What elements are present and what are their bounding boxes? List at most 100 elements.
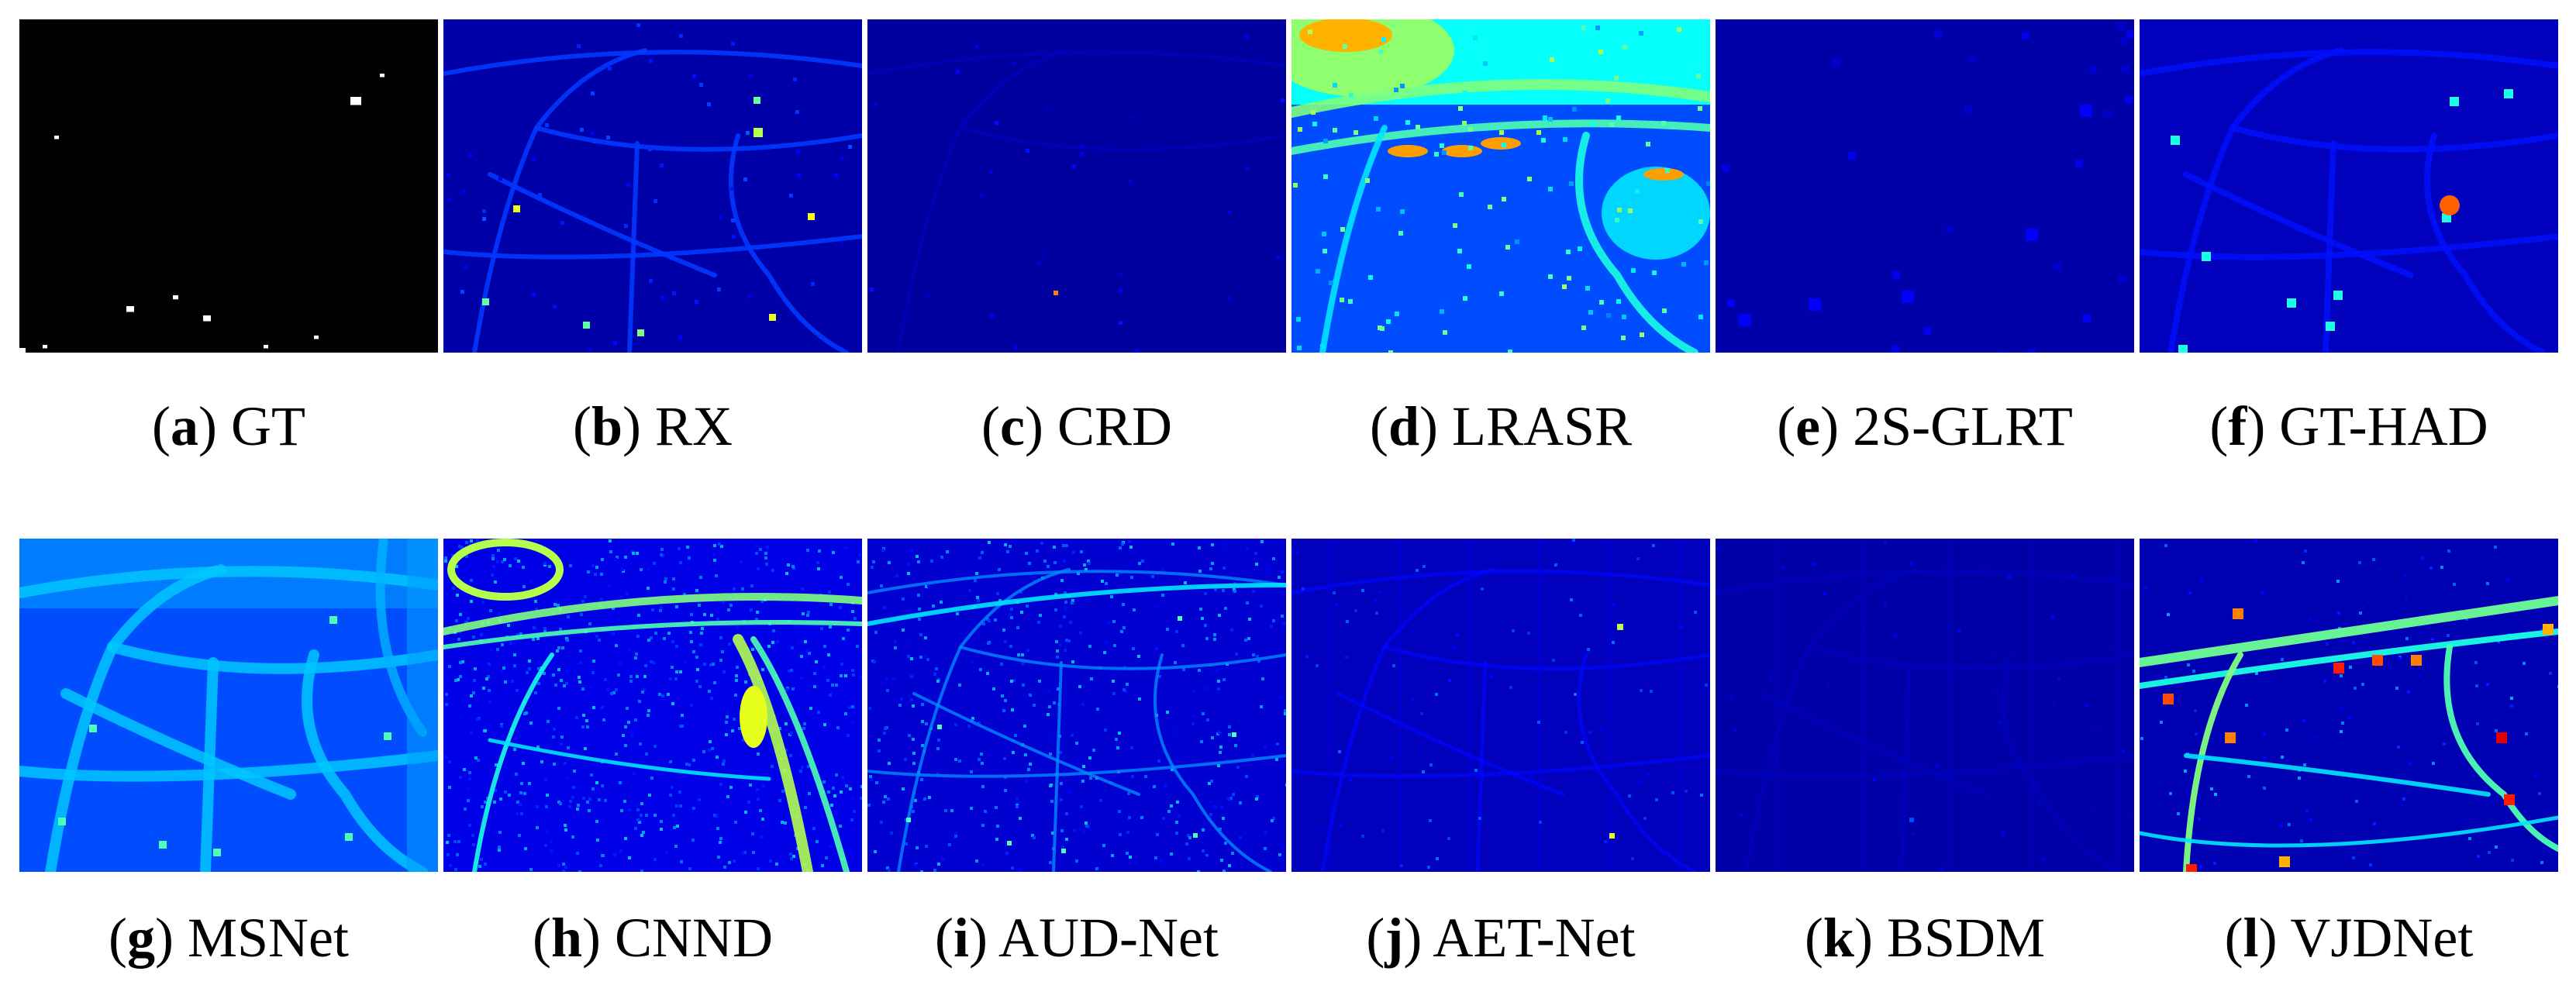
panel-k-bsdm-map [1716,539,2134,872]
map-anomaly-spot [488,689,491,692]
map-anomaly-spot [672,291,676,295]
map-anomaly-spot [688,763,691,766]
map-anomaly-spot [678,336,682,339]
map-anomaly-spot [2071,575,2074,578]
map-anomaly-spot [567,746,570,749]
map-anomaly-spot [1130,746,1133,749]
map-anomaly-spot [918,618,921,621]
map-anomaly-spot [660,296,664,300]
map-anomaly-spot [571,835,574,839]
map-anomaly-spot [1005,852,1009,855]
map-road [488,738,771,781]
map-anomaly-spot [1053,546,1056,549]
map-anomaly-spot [1073,763,1076,766]
map-road [1336,691,1565,797]
map-anomaly-spot [904,758,907,761]
map-anomaly-spot [626,183,630,187]
map-anomaly-spot [884,727,887,730]
map-anomaly-spot [2288,823,2291,826]
map-anomaly-spot [1254,552,1257,555]
map-anomaly-spot [459,776,462,779]
map-anomaly-spot [761,668,764,671]
map-anomaly-spot [2305,809,2309,812]
map-anomaly-spot [528,782,531,785]
map-anomaly-spot [1071,660,1074,663]
map-anomaly-spot [1623,45,1627,50]
map-anomaly-spot [1570,598,1573,601]
map-background [1291,539,1710,872]
map-anomaly-spot [1278,697,1281,700]
gt-target-pixel [350,97,361,105]
map-anomaly-spot [649,279,653,283]
map-anomaly-spot [1037,621,1040,624]
map-anomaly-spot [2192,670,2195,673]
map-road [1575,132,1698,353]
map-anomaly-spot [1031,834,1034,837]
map-anomaly-spot [1572,539,1575,542]
map-anomaly-spot [1122,688,1126,691]
map-anomaly-spot [468,771,471,774]
map-anomaly-spot [986,672,989,675]
map-anomaly-spot [2103,110,2111,118]
map-anomaly-spot [797,174,801,177]
map-anomaly-spot [1016,626,1019,629]
map-anomaly-spot [447,677,450,680]
map-anomaly-spot [631,734,634,737]
map-anomaly-spot [1343,44,1347,49]
map-anomaly-spot [624,556,627,559]
map-anomaly-spot [769,859,772,863]
map-anomaly-spot [536,746,540,749]
map-road [750,636,850,872]
map-anomaly-spot [988,541,991,544]
map-anomaly-spot [1934,30,1942,38]
map-anomaly-spot [1228,864,1231,867]
map-anomaly-spot [1246,601,1249,604]
map-anomaly-spot [785,722,788,725]
map-anomaly-spot [1222,678,1226,681]
map-anomaly-spot [516,633,519,636]
map-anomaly-spot [1499,130,1504,135]
map-anomaly-spot [720,545,723,548]
map-anomaly-spot [2395,687,2398,690]
map-anomaly-spot [576,852,579,855]
map-anomaly-spot [1271,819,1274,822]
caption-c: (c) CRD [981,395,1172,457]
map-anomaly-spot [481,601,485,604]
map-anomaly-spot [460,546,464,549]
map-anomaly-spot [1612,641,1615,644]
map-anomaly-spot [832,551,835,554]
map-background [2140,19,2558,353]
map-anomaly-spot [747,801,750,804]
map-anomaly-spot [658,693,661,696]
map-anomaly-spot [970,807,973,810]
caption-method: VJDNet [2290,907,2474,969]
map-anomaly-spot [981,863,985,866]
map-anomaly-spot [467,787,471,790]
map-anomaly-spot [565,682,568,685]
map-road [897,568,1071,872]
map-anomaly-spot [743,177,747,181]
map-anomaly-spot [1047,689,1050,692]
map-road [733,634,813,872]
map-anomaly-spot [1025,780,1028,783]
map-anomaly-spot [944,809,947,812]
map-anomaly-spot [1448,679,1451,682]
map-anomaly-spot [681,725,684,728]
map-anomaly-spot [552,735,555,739]
map-anomaly-spot [1388,145,1428,157]
caption-j: (j) AET-Net [1366,907,1636,969]
map-anomaly-spot [996,592,999,595]
map-anomaly-spot [2075,160,2083,167]
map-anomaly-spot [1063,615,1066,618]
map-anomaly-spot [1463,296,1467,301]
map-anomaly-spot [576,808,579,811]
map-anomaly-spot [807,611,810,614]
map-anomaly-spot [1111,854,1114,857]
map-anomaly-spot [602,718,605,722]
map-anomaly-spot [588,622,591,625]
map-anomaly-spot [1112,680,1115,683]
map-anomaly-spot [550,849,553,852]
map-anomaly-spot [870,288,874,291]
map-anomaly-spot [813,685,816,688]
map-anomaly-spot [685,763,688,766]
